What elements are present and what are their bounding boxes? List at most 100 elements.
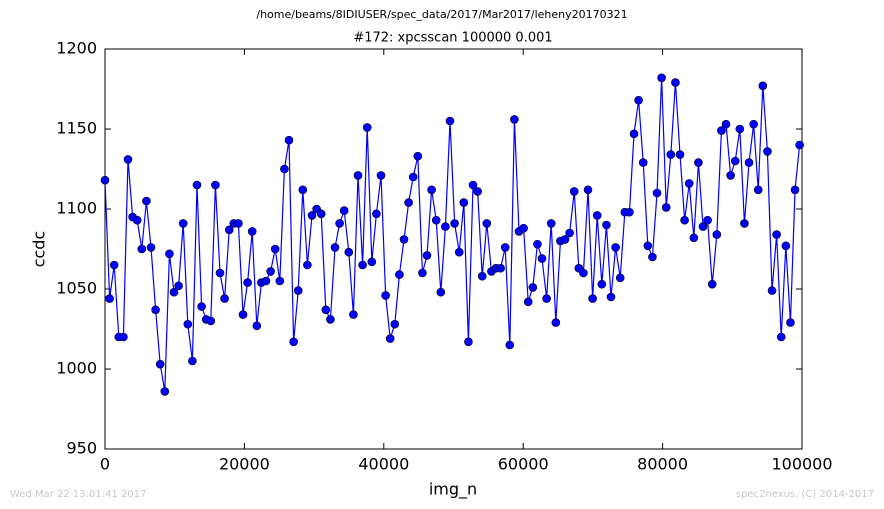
data-point xyxy=(675,150,685,159)
x-tick-label: 80000 xyxy=(637,455,688,474)
data-point xyxy=(712,230,722,239)
data-point xyxy=(450,219,459,228)
data-point xyxy=(408,172,418,182)
data-point xyxy=(367,257,377,267)
data-point xyxy=(188,356,197,366)
data-point xyxy=(730,156,740,166)
data-point xyxy=(468,180,478,190)
data-point xyxy=(445,116,455,126)
data-point xyxy=(717,126,726,135)
data-point xyxy=(505,340,515,350)
data-point xyxy=(666,150,676,159)
data-point xyxy=(234,219,243,228)
data-point xyxy=(625,207,634,217)
data-point xyxy=(749,119,758,129)
data-point xyxy=(661,203,671,212)
data-point xyxy=(611,243,620,252)
data-point xyxy=(151,305,160,315)
data-point xyxy=(781,241,791,251)
data-point xyxy=(588,294,597,303)
data-point xyxy=(289,337,298,347)
data-point xyxy=(109,260,119,270)
data-point xyxy=(758,81,768,91)
data-point xyxy=(165,249,174,259)
data-point xyxy=(344,247,354,257)
data-point xyxy=(270,244,280,254)
data-point xyxy=(551,318,561,327)
data-point xyxy=(546,219,556,228)
data-point xyxy=(335,219,344,228)
data-point xyxy=(721,119,731,129)
data-point xyxy=(579,268,588,278)
data-point xyxy=(303,260,312,270)
data-point xyxy=(735,124,745,134)
data-point xyxy=(252,321,262,331)
data-point xyxy=(330,243,340,252)
data-point xyxy=(293,286,303,295)
y-tick-label: 1200 xyxy=(56,39,97,58)
y-tick-label: 1000 xyxy=(56,359,97,378)
data-point xyxy=(473,187,482,196)
x-tick-label: 0 xyxy=(100,455,110,474)
suptitle: /home/beams/8IDIUSER/spec_data/2017/Mar2… xyxy=(256,8,627,21)
data-point xyxy=(243,278,252,287)
data-point xyxy=(174,281,183,291)
data-point xyxy=(137,244,147,254)
data-point xyxy=(211,180,220,190)
data-point xyxy=(763,147,772,156)
footer-right: spec2nexus, (C) 2014-2017 xyxy=(736,489,874,500)
data-point xyxy=(146,243,156,252)
data-point xyxy=(418,268,427,278)
data-point xyxy=(510,115,519,124)
data-point xyxy=(436,287,446,297)
x-tick-label: 20000 xyxy=(219,455,270,474)
data-point xyxy=(671,78,680,87)
series-line xyxy=(104,77,801,392)
data-point xyxy=(105,294,114,303)
data-point xyxy=(629,129,639,139)
data-point xyxy=(362,123,372,132)
data-point xyxy=(215,268,225,278)
data-point xyxy=(657,73,666,83)
data-point xyxy=(597,279,607,289)
data-point xyxy=(602,220,611,230)
data-point xyxy=(358,260,367,270)
data-point xyxy=(238,310,248,319)
data-point xyxy=(694,158,703,167)
x-tick-label: 100000 xyxy=(771,455,832,474)
data-point xyxy=(496,263,505,273)
data-point xyxy=(280,164,289,174)
data-point xyxy=(560,235,570,244)
data-point xyxy=(261,276,271,286)
data-point xyxy=(454,247,464,257)
data-point xyxy=(192,180,202,190)
data-point xyxy=(385,334,395,343)
data-point xyxy=(744,158,754,167)
data-point xyxy=(542,294,551,303)
data-point xyxy=(533,239,542,249)
data-point xyxy=(634,95,643,105)
data-point xyxy=(247,227,257,236)
data-point xyxy=(160,387,170,396)
y-tick-label: 950 xyxy=(66,439,97,458)
footer-left: Wed Mar 22 13:01:41 2017 xyxy=(10,489,146,500)
data-point xyxy=(592,211,602,220)
data-point xyxy=(776,332,786,342)
data-point xyxy=(680,215,689,225)
data-point xyxy=(307,211,317,220)
data-point xyxy=(441,222,450,231)
data-point xyxy=(178,219,188,228)
data-point xyxy=(767,286,777,295)
data-point xyxy=(477,271,487,281)
data-point xyxy=(431,215,441,225)
data-point xyxy=(638,158,648,167)
y-axis-label: ccdc xyxy=(30,231,49,268)
data-point xyxy=(284,135,294,145)
y-tick-label: 1050 xyxy=(56,279,97,298)
data-point xyxy=(321,305,331,315)
data-point xyxy=(275,276,285,286)
data-point xyxy=(643,241,653,251)
data-point xyxy=(464,337,473,347)
